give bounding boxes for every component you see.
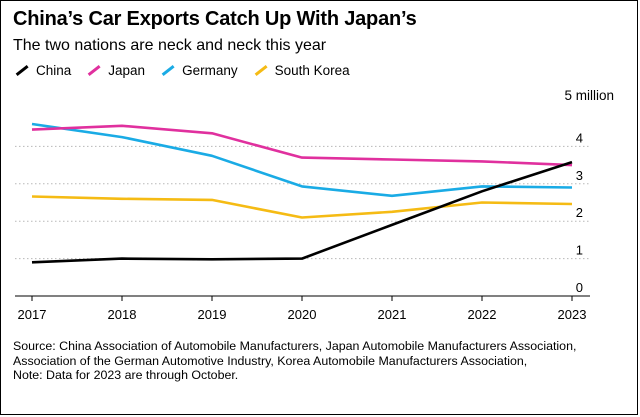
source-notes: Source: China Association of Automobile …	[13, 339, 613, 383]
chart-title: China’s Car Exports Catch Up With Japan’…	[13, 8, 417, 30]
legend-label-china: China	[36, 63, 72, 78]
legend-item-japan: Japan	[85, 63, 145, 78]
chart-legend: China Japan Germany South Korea	[13, 63, 364, 78]
series-line-japan	[31, 124, 573, 167]
y-axis-unit-label: 5 million	[564, 88, 614, 103]
legend-item-china: China	[13, 63, 71, 78]
legend-label-germany: Germany	[182, 63, 238, 78]
y-tick-label-2: 2	[576, 205, 583, 220]
legend-item-germany: Germany	[159, 63, 238, 78]
chart-subtitle: The two nations are neck and neck this y…	[13, 37, 327, 54]
series-line-germany	[31, 122, 573, 198]
note-text: Note: Data for 2023 are through October.	[13, 368, 239, 383]
series-line-china	[31, 160, 573, 264]
x-tick-label-2017: 2017	[18, 307, 47, 322]
x-tick-label-2018: 2018	[108, 307, 137, 322]
x-tick-label-2021: 2021	[378, 307, 407, 322]
series-line-south-korea	[31, 195, 573, 219]
legend-label-south-korea: South Korea	[274, 63, 350, 78]
legend-label-japan: Japan	[108, 63, 146, 78]
legend-item-south-korea: South Korea	[252, 63, 350, 78]
x-tick-label-2019: 2019	[198, 307, 227, 322]
y-tick-label-4: 4	[576, 130, 583, 145]
y-tick-label-3: 3	[576, 168, 583, 183]
y-tick-label-1: 1	[576, 243, 583, 258]
y-tick-label-0: 0	[576, 280, 583, 295]
x-tick-label-2020: 2020	[288, 307, 317, 322]
source-text: Source: China Association of Automobile …	[13, 339, 577, 368]
x-tick-label-2023: 2023	[558, 307, 587, 322]
x-tick-label-2022: 2022	[468, 307, 497, 322]
